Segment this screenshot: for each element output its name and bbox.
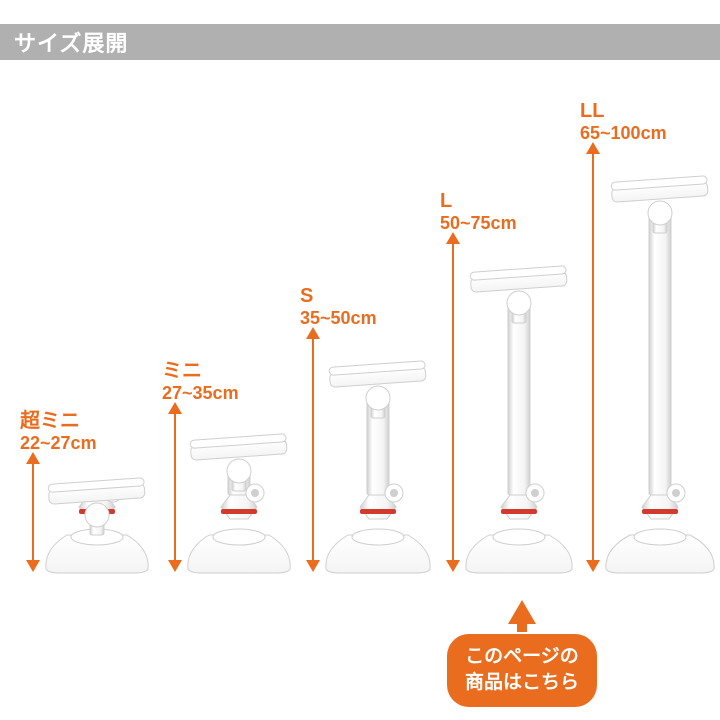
product-mini: ミニ27~35cm [162, 350, 300, 580]
callout-line2: 商品はこちら [465, 670, 579, 696]
product-range: 65~100cm [580, 123, 667, 144]
product-label: L50~75cm [440, 190, 517, 234]
product-name: LL [580, 100, 667, 123]
height-arrow-icon [168, 402, 182, 572]
product-lineup: 超ミニ22~27cm [0, 60, 720, 600]
header-title: サイズ展開 [14, 26, 128, 58]
product-name: S [300, 285, 377, 308]
tension-rod-icon [42, 447, 152, 580]
tension-rod-icon [322, 330, 434, 580]
tension-rod-icon [184, 403, 294, 580]
header-bar: サイズ展開 [0, 24, 720, 60]
product-l: L50~75cm [440, 180, 582, 580]
product-range: 27~35cm [162, 383, 239, 404]
tension-rod-icon [462, 235, 576, 580]
product-label: S35~50cm [300, 285, 377, 329]
product-ll: LL65~100cm [580, 90, 720, 580]
this-page-callout: このページの 商品はこちら [432, 600, 612, 707]
height-arrow-icon [446, 232, 460, 572]
tension-rod-icon [602, 145, 718, 580]
product-name: 超ミニ [20, 404, 97, 433]
callout-bubble: このページの 商品はこちら [447, 634, 597, 707]
product-range: 50~75cm [440, 213, 517, 234]
height-arrow-icon [306, 327, 320, 572]
callout-line1: このページの [465, 644, 579, 670]
product-range: 35~50cm [300, 308, 377, 329]
product-name: L [440, 190, 517, 213]
product-xs: 超ミニ22~27cm [20, 400, 158, 580]
height-arrow-icon [586, 142, 600, 572]
product-label: ミニ27~35cm [162, 354, 239, 404]
callout-arrow-stem [517, 620, 527, 632]
height-arrow-icon [26, 452, 40, 572]
product-label: LL65~100cm [580, 100, 667, 144]
product-s: S35~50cm [300, 275, 440, 580]
product-name: ミニ [162, 354, 239, 383]
